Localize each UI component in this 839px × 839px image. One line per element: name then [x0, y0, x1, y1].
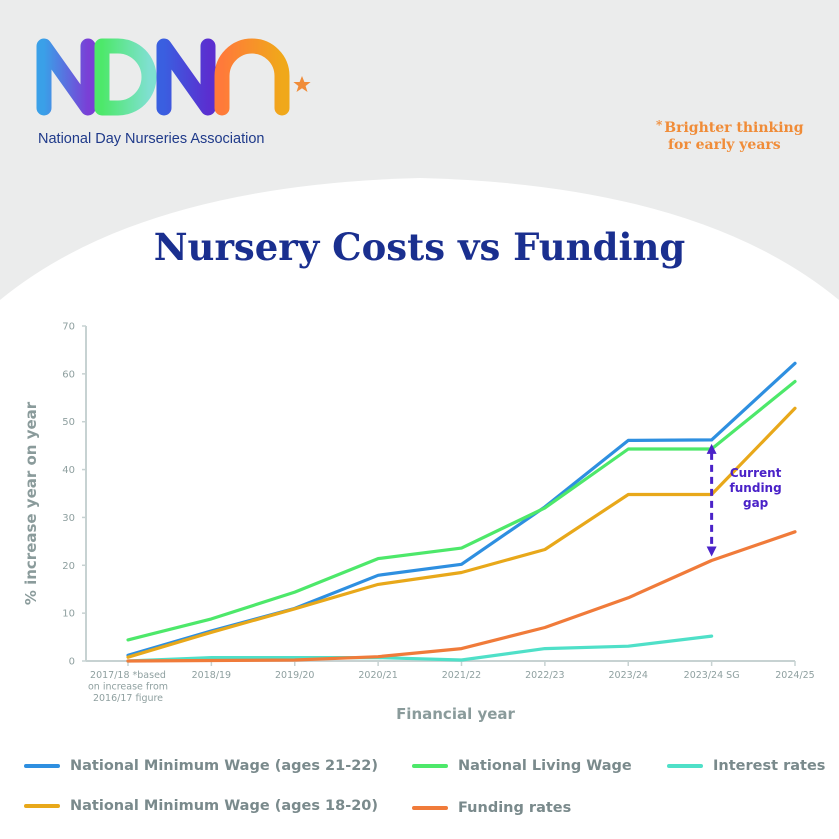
y-tick-label: 10	[62, 609, 75, 620]
legend-label: Funding rates	[458, 800, 572, 816]
series-line-1	[126, 379, 797, 642]
x-tick-label: 2023/24 SG	[684, 670, 740, 681]
y-tick-label: 40	[62, 465, 75, 476]
legend-swatch	[412, 764, 448, 768]
tagline-star: *	[656, 118, 663, 132]
x-tick-label: 2022/23	[525, 670, 564, 681]
gap-arrow-head-bottom	[706, 546, 717, 557]
legend-swatch	[24, 764, 60, 768]
tagline-line-1: Brighter thinking	[664, 120, 804, 136]
series-line-3	[126, 406, 797, 659]
x-tick-label: 2024/25	[775, 670, 814, 681]
x-tick-label: 2018/19	[192, 670, 231, 681]
x-tick-label: 2020/21	[358, 670, 397, 681]
legend-swatch	[24, 804, 60, 808]
series-line-4	[126, 530, 797, 663]
ndna-logo	[36, 36, 326, 151]
legend-label: National Minimum Wage (ages 18-20)	[70, 798, 379, 814]
x-tick-label: 2021/22	[442, 670, 481, 681]
legend-item: National Minimum Wage (ages 21-22)	[24, 756, 378, 776]
y-tick-label: 0	[69, 657, 75, 668]
x-tick-label: 2019/20	[275, 670, 314, 681]
tagline-line-2: for early years	[668, 137, 781, 153]
y-tick-label: 50	[62, 417, 75, 428]
series-line-2	[126, 634, 714, 663]
x-tick-label: 2023/24	[609, 670, 648, 681]
tagline: * Brighter thinking for early years	[656, 117, 804, 154]
y-tick-label: 30	[62, 513, 75, 524]
star-icon	[293, 76, 311, 92]
y-tick-label: 60	[62, 369, 75, 380]
legend-swatch	[667, 764, 703, 768]
legend-swatch	[412, 806, 448, 810]
gap-annotation-label: Current funding gap	[730, 466, 782, 510]
series-line-0	[126, 361, 797, 657]
legend-label: Interest rates	[713, 758, 826, 774]
x-axis-title: Financial year	[396, 705, 515, 723]
chart-title: Nursery Costs vs Funding	[153, 225, 686, 269]
legend-label: National Minimum Wage (ages 21-22)	[70, 758, 379, 774]
legend-item: Interest rates	[667, 756, 825, 776]
org-name: National Day Nurseries Association	[38, 131, 265, 147]
gap-arrow-head-top	[706, 443, 717, 454]
legend-item: National Living Wage	[412, 756, 632, 776]
legend-item: Funding rates	[412, 798, 571, 818]
legend-label: National Living Wage	[458, 758, 632, 774]
y-axis-title: % increase year on year	[22, 401, 40, 605]
legend-item: National Minimum Wage (ages 18-20)	[24, 796, 378, 816]
x-tick-label: 2017/18 *based on increase from 2016/17 fi…	[88, 670, 168, 704]
y-tick-label: 70	[62, 322, 75, 333]
y-tick-label: 20	[62, 561, 75, 572]
line-chart: 0 10 20 30 40 50 60 70 2017/18 *based on increase…	[22, 322, 815, 724]
